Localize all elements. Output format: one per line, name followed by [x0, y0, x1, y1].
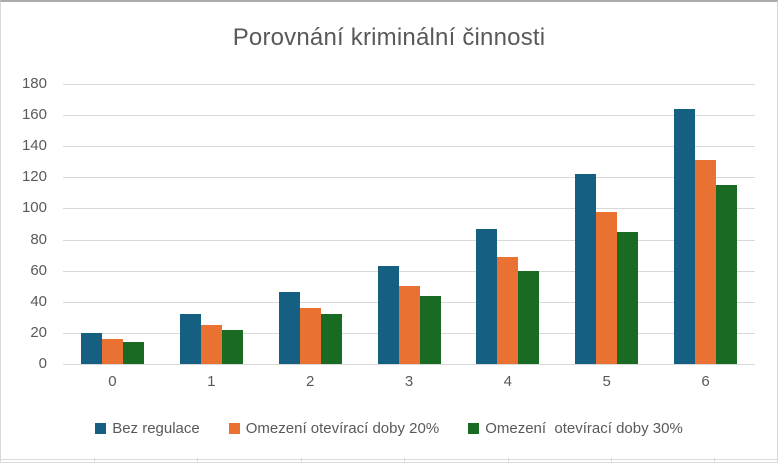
x-tick-label: 0 [108, 373, 117, 390]
bar-bez-regulace-x1[interactable] [179, 314, 201, 364]
y-tick-label: 120 [21, 168, 47, 186]
y-tick-label: 180 [21, 75, 47, 92]
y-tick-label: 100 [21, 199, 47, 217]
gridline [63, 146, 755, 148]
legend-swatch-icon [468, 422, 480, 434]
y-tick-label: 160 [21, 106, 47, 124]
x-tick-label: 1 [207, 373, 216, 390]
bar-bez-regulace-x0[interactable] [80, 332, 102, 364]
bar-omezen-otev-rac-doby-20--x4[interactable] [497, 256, 519, 364]
chart-bottom-border [1, 459, 777, 460]
x-tick-label: 6 [701, 373, 710, 390]
y-tick-label: 0 [38, 355, 47, 372]
plot-area[interactable] [63, 84, 755, 365]
y-tick-label: 140 [21, 137, 47, 155]
bar-bez-regulace-x4[interactable] [476, 228, 498, 364]
spreadsheet-grid-tick [197, 458, 198, 462]
gridline [63, 364, 755, 365]
spreadsheet-grid-tick [714, 458, 715, 462]
bar-omezen-otev-rac-doby-30--x6[interactable] [716, 185, 738, 364]
gridline [63, 208, 755, 210]
bar-omezen-otev-rac-doby-30--x0[interactable] [122, 342, 144, 364]
y-tick-label: 60 [30, 261, 47, 279]
gridline [63, 239, 755, 241]
legend-swatch-icon [228, 422, 240, 434]
legend-item-omezen-otev-rac-doby-30-[interactable]: Omezení otevírací doby 30% [468, 420, 683, 437]
spreadsheet-grid-tick [404, 458, 405, 462]
legend-item-omezen-otev-rac-doby-20-[interactable]: Omezení otevírací doby 20% [228, 419, 440, 437]
bar-omezen-otev-rac-doby-20--x5[interactable] [596, 211, 618, 364]
bar-omezen-otev-rac-doby-30--x2[interactable] [320, 314, 342, 364]
bar-omezen-otev-rac-doby-30--x5[interactable] [617, 231, 639, 364]
legend-item-bez-regulace[interactable]: Bez regulace [95, 420, 200, 437]
y-tick-label: 40 [30, 292, 47, 310]
legend-item-label: Omezení otevírací doby 20% [245, 419, 440, 437]
legend: Bez regulace Omezení otevírací doby 20% Om… [1, 416, 777, 440]
legend-swatch-icon [95, 422, 107, 434]
bar-omezen-otev-rac-doby-20--x6[interactable] [695, 160, 717, 364]
spreadsheet-grid-tick [508, 458, 509, 462]
bar-omezen-otev-rac-doby-30--x1[interactable] [221, 329, 243, 364]
gridline [63, 115, 755, 117]
x-tick-label: 2 [305, 373, 315, 390]
bar-bez-regulace-x6[interactable] [674, 108, 696, 364]
bar-omezen-otev-rac-doby-20--x3[interactable] [398, 286, 420, 364]
bar-omezen-otev-rac-doby-20--x2[interactable] [299, 308, 321, 364]
x-tick-label: 3 [404, 373, 414, 390]
gridline [63, 177, 755, 179]
bar-omezen-otev-rac-doby-30--x3[interactable] [419, 295, 441, 364]
legend-item-label: Bez regulace [112, 419, 200, 437]
bar-omezen-otev-rac-doby-20--x1[interactable] [200, 325, 222, 364]
spreadsheet-grid-tick [611, 458, 612, 462]
x-tick-label: 5 [602, 373, 611, 390]
gridline [63, 270, 755, 272]
x-tick-label: 4 [503, 373, 513, 390]
bar-bez-regulace-x2[interactable] [278, 292, 300, 364]
legend-item-label: Omezení otevírací doby 30% [485, 419, 683, 437]
y-tick-label: 20 [30, 323, 47, 341]
gridline [63, 84, 755, 85]
bar-omezen-otev-rac-doby-30--x4[interactable] [518, 270, 540, 364]
spreadsheet-grid-tick [94, 458, 95, 462]
bar-bez-regulace-x3[interactable] [377, 266, 399, 364]
spreadsheet-grid-tick [301, 458, 302, 462]
bar-bez-regulace-x5[interactable] [575, 174, 597, 364]
y-tick-label: 80 [30, 230, 47, 248]
chart-title: Porovnání kriminální činnosti [232, 24, 546, 51]
bar-omezen-otev-rac-doby-20--x0[interactable] [101, 339, 123, 364]
